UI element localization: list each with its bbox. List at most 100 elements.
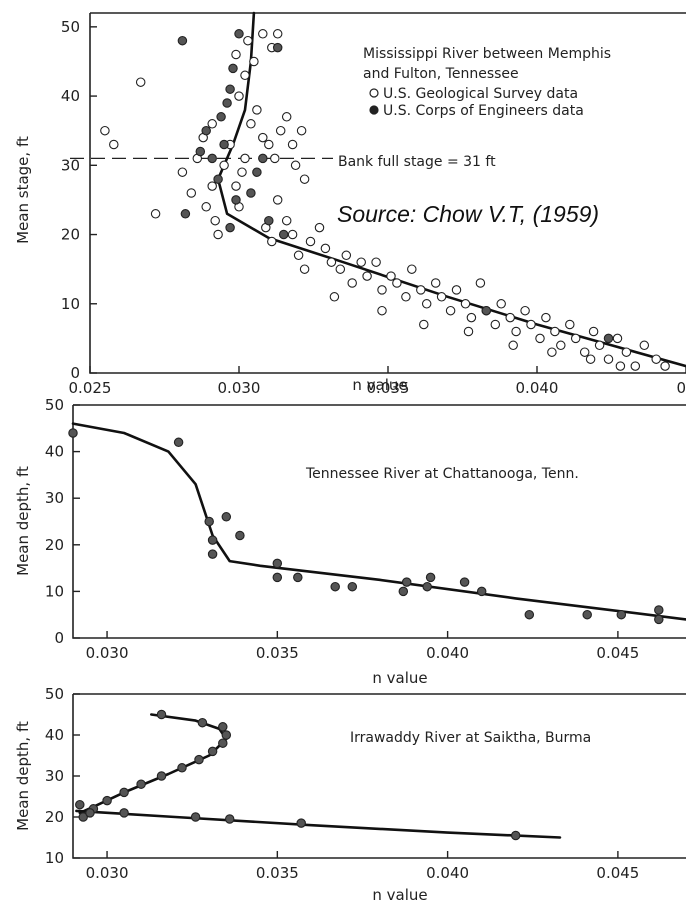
- data-point-open: [588, 326, 599, 337]
- irrawaddy-chart: Mean depth, ft n value Irrawaddy River a…: [14, 685, 686, 904]
- data-point-open: [392, 278, 402, 288]
- y-tick-label: 20: [45, 808, 64, 826]
- data-point-open: [419, 319, 429, 330]
- data-point-filled: [219, 139, 229, 150]
- data-point-open: [243, 35, 253, 46]
- y-tick-label: 10: [45, 582, 64, 600]
- data-point-open: [281, 112, 292, 122]
- data-point-filled: [218, 738, 228, 748]
- data-point-open: [651, 354, 661, 364]
- data-point-open: [240, 70, 250, 81]
- data-point-open: [341, 250, 352, 261]
- data-point-filled: [156, 709, 167, 720]
- y-tick-label: 0: [54, 629, 64, 647]
- data-point-open: [299, 174, 310, 184]
- data-point-filled: [180, 209, 191, 219]
- data-point-filled: [398, 586, 409, 597]
- data-point-open: [430, 278, 441, 288]
- data-point-filled: [231, 195, 241, 205]
- data-point-filled: [481, 305, 492, 316]
- tennessee-chart: Mean depth, ft n value Tennessee River a…: [14, 396, 686, 687]
- data-point-open: [556, 340, 566, 351]
- data-point-filled: [225, 222, 235, 233]
- data-point-open: [526, 319, 536, 330]
- y-tick-label: 40: [45, 443, 64, 461]
- data-point-open: [305, 236, 316, 247]
- data-point-filled: [235, 530, 245, 541]
- x-tick-label: 0.030: [218, 379, 261, 397]
- x-tick-label: 0.040: [426, 864, 469, 882]
- data-point-open: [329, 292, 340, 302]
- data-point-open: [207, 119, 217, 129]
- x-tick-label: 0.040: [516, 379, 559, 397]
- data-point-filled: [207, 535, 218, 545]
- data-point-filled: [207, 746, 218, 757]
- mississippi-chart: Mean stage, ft n value Mississippi River…: [14, 11, 686, 397]
- x-tick-label: 0: [676, 379, 686, 397]
- data-point-filled: [85, 808, 95, 818]
- y-tick-label: 10: [45, 849, 64, 867]
- data-point-open: [249, 56, 259, 67]
- data-point-filled: [272, 558, 283, 569]
- x-tick-label: 0.025: [69, 379, 112, 397]
- y-tick-label: 50: [45, 685, 64, 703]
- fitted-curve: [75, 809, 562, 839]
- legend-usgs-label: U.S. Geological Survey data: [383, 86, 578, 102]
- data-point-filled: [272, 42, 283, 53]
- data-point-open: [246, 119, 256, 129]
- data-point-open: [579, 347, 590, 357]
- fitted-curve: [78, 713, 228, 815]
- y-tick-label: 50: [61, 18, 80, 36]
- data-point-open: [621, 347, 632, 357]
- y-axis-label: Mean depth, ft: [14, 721, 32, 831]
- data-point-filled: [401, 577, 412, 587]
- data-point-open: [258, 132, 268, 143]
- data-point-filled: [207, 153, 217, 164]
- data-point-open: [252, 105, 262, 115]
- x-axis-label: n value: [372, 669, 427, 687]
- y-tick-label: 30: [45, 767, 64, 785]
- x-tick-label: 0.040: [426, 644, 469, 662]
- data-point-open: [612, 333, 623, 344]
- data-point-open: [594, 340, 605, 351]
- data-point-filled: [213, 174, 223, 184]
- data-point-open: [377, 285, 387, 295]
- data-point-filled: [296, 818, 306, 828]
- data-point-open: [296, 125, 307, 136]
- y-tick-label: 10: [61, 295, 80, 313]
- data-point-open: [275, 125, 286, 136]
- data-point-open: [535, 333, 545, 344]
- data-point-open: [231, 181, 241, 191]
- data-point-open: [100, 125, 110, 136]
- data-point-filled: [177, 763, 187, 773]
- data-point-filled: [221, 730, 232, 740]
- data-point-open: [231, 49, 241, 60]
- bank-full-label: Bank full stage = 31 ft: [338, 154, 496, 170]
- data-point-filled: [272, 572, 283, 583]
- y-tick-label: 40: [61, 87, 80, 105]
- data-point-filled: [222, 98, 232, 108]
- data-point-open: [407, 264, 417, 274]
- data-point-filled: [264, 215, 274, 226]
- data-point-filled: [654, 614, 664, 625]
- data-point-open: [287, 139, 298, 150]
- data-point-filled: [119, 787, 129, 798]
- y-tick-label: 30: [61, 156, 80, 174]
- legend-open-marker: [369, 88, 379, 98]
- legend-corps-label: U.S. Corps of Engineers data: [383, 103, 584, 119]
- data-point-open: [475, 278, 486, 288]
- data-point-open: [258, 29, 268, 39]
- data-point-open: [603, 354, 614, 364]
- data-point-open: [508, 340, 518, 351]
- annotation-title-line-2: and Fulton, Tennessee: [363, 66, 519, 82]
- data-point-filled: [207, 549, 218, 559]
- data-point-filled: [425, 572, 436, 583]
- y-tick-label: 40: [45, 726, 64, 744]
- y-tick-label: 50: [45, 396, 64, 414]
- data-point-open: [520, 305, 530, 316]
- data-point-open: [210, 215, 220, 226]
- data-point-open: [436, 292, 447, 302]
- x-tick-label: 0.035: [256, 864, 299, 882]
- data-point-filled: [78, 812, 88, 822]
- data-point-open: [565, 319, 575, 330]
